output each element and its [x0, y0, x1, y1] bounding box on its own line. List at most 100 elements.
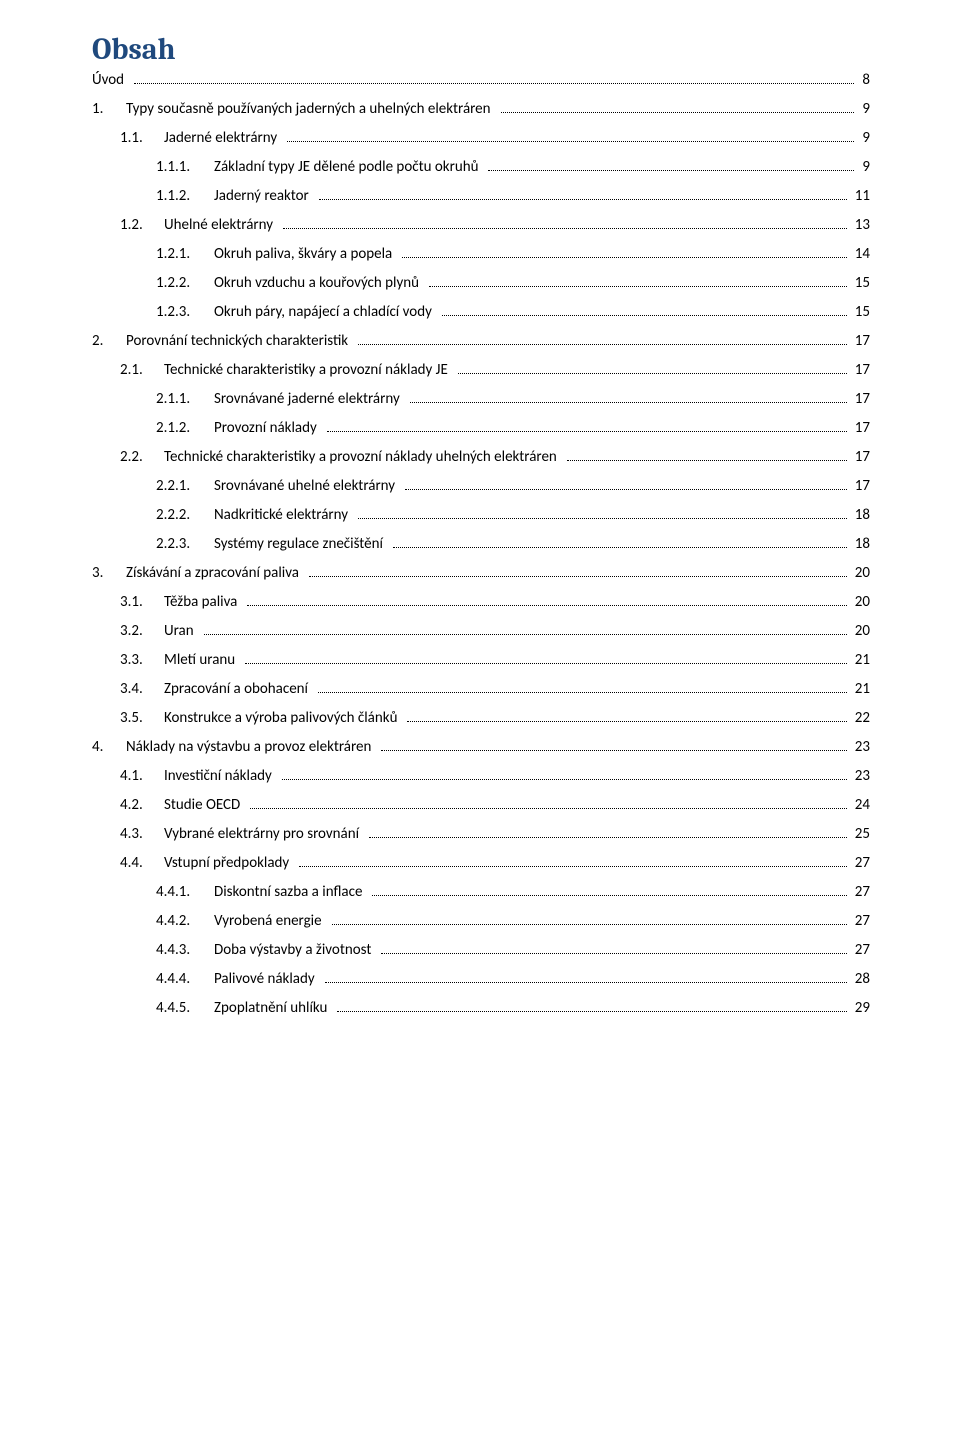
toc-entry[interactable]: 2.1.2.Provozní náklady17 [92, 421, 870, 436]
toc-entry-label: 4.4.5.Zpoplatnění uhlíku [156, 1001, 333, 1016]
toc-entry[interactable]: 1.2.Uhelné elektrárny13 [92, 218, 870, 233]
toc-entry-label: Úvod [92, 73, 130, 88]
toc-leader-dots [337, 1011, 846, 1012]
toc-entry-text: Okruh páry, napájecí a chladící vody [214, 303, 432, 321]
document-page: Obsah Úvod 8 1.Typy současně používaných j… [0, 0, 960, 1442]
toc-entry-label: 2.Porovnání technických charakteristik [92, 334, 354, 349]
toc-entry-page: 14 [851, 247, 870, 262]
toc-entry[interactable]: 2.2.2.Nadkritické elektrárny 18 [92, 508, 870, 523]
toc-entry-number: 1.1.1. [156, 160, 214, 175]
toc-entry-label: 1.2.1.Okruh paliva, škváry a popela [156, 247, 398, 262]
toc-leader-dots [283, 228, 847, 229]
toc-entry-number: 3.2. [120, 624, 164, 639]
toc-entry-number: 3. [92, 566, 126, 581]
toc-entry-text: Jaderné elektrárny [164, 129, 277, 147]
toc-entry-label: 3.5.Konstrukce a výroba palivových článk… [120, 711, 403, 726]
toc-entry-label: 3.Získávání a zpracování paliva [92, 566, 305, 581]
toc-entry-label: 2.2.2.Nadkritické elektrárny [156, 508, 354, 523]
toc-entry-text: Uran [164, 622, 194, 640]
toc-entry[interactable]: 4.4.2.Vyrobená energie27 [92, 914, 870, 929]
toc-entry-page: 17 [851, 334, 870, 349]
toc-entry[interactable]: 1.Typy současně používaných jaderných a … [92, 102, 870, 117]
toc-entry[interactable]: 4.1.Investiční náklady23 [92, 769, 870, 784]
toc-entry-text: Studie OECD [164, 796, 240, 814]
toc-entry-text: Doba výstavby a životnost [214, 941, 371, 959]
toc-leader-dots [287, 141, 854, 142]
toc-entry[interactable]: 3.Získávání a zpracování paliva20 [92, 566, 870, 581]
toc-entry-page: 24 [851, 798, 870, 813]
toc-entry-number: 2.1. [120, 363, 164, 378]
toc-entry-label: 1.1.1.Základní typy JE dělené podle počt… [156, 160, 484, 175]
toc-entry-text: Zpracování a obohacení [164, 680, 308, 698]
toc-entry[interactable]: 1.1.1.Základní typy JE dělené podle počt… [92, 160, 870, 175]
toc-entry-label: 1.Typy současně používaných jaderných a … [92, 102, 497, 117]
toc-entry[interactable]: 1.1.Jaderné elektrárny9 [92, 131, 870, 146]
toc-entry[interactable]: 2.2.Technické charakteristiky a provozní… [92, 450, 870, 465]
toc-entry[interactable]: 3.4.Zpracování a obohacení21 [92, 682, 870, 697]
toc-heading: Obsah [92, 32, 870, 67]
toc-entry-page: 9 [858, 131, 870, 146]
toc-entry[interactable]: 2.1.1.Srovnávané jaderné elektrárny 17 [92, 392, 870, 407]
toc-leader-dots [402, 257, 847, 258]
toc-entry-page: 15 [851, 276, 870, 291]
toc-leader-dots [407, 721, 846, 722]
toc-entry[interactable]: 1.2.2.Okruh vzduchu a kouřových plynů 15 [92, 276, 870, 291]
toc-entry[interactable]: 4.4.4.Palivové náklady28 [92, 972, 870, 987]
toc-entry-label: 4.1.Investiční náklady [120, 769, 278, 784]
toc-entry-page: 8 [858, 73, 870, 88]
toc-entry[interactable]: 3.3.Mletí uranu21 [92, 653, 870, 668]
toc-entry-page: 17 [851, 392, 870, 407]
toc-entry-text: Mletí uranu [164, 651, 235, 669]
toc-entry-text: Srovnávané jaderné elektrárny [214, 390, 400, 408]
toc-entry-page: 18 [851, 537, 870, 552]
toc-entry[interactable]: 2.Porovnání technických charakteristik 17 [92, 334, 870, 349]
toc-entry-text: Okruh paliva, škváry a popela [214, 245, 392, 263]
toc-entry[interactable]: 4.3.Vybrané elektrárny pro srovnání25 [92, 827, 870, 842]
toc-entry-number: 4.1. [120, 769, 164, 784]
toc-entry-label: 4.4.Vstupní předpoklady [120, 856, 295, 871]
toc-entry-page: 15 [851, 305, 870, 320]
toc-entry-page: 29 [851, 1001, 870, 1016]
toc-entry-number: 1.2.3. [156, 305, 214, 320]
toc-entry-number: 2. [92, 334, 126, 349]
toc-entry-label: 2.2.1.Srovnávané uhelné elektrárny [156, 479, 401, 494]
toc-entry-page: 27 [851, 914, 870, 929]
toc-entry[interactable]: 4.4.1.Diskontní sazba a inflace27 [92, 885, 870, 900]
toc-entry[interactable]: 3.5.Konstrukce a výroba palivových článk… [92, 711, 870, 726]
toc-leader-dots [325, 982, 847, 983]
toc-entry-text: Porovnání technických charakteristik [126, 332, 348, 350]
toc-entry[interactable]: 1.2.3.Okruh páry, napájecí a chladící vo… [92, 305, 870, 320]
toc-entry-label: 4.4.3.Doba výstavby a životnost [156, 943, 377, 958]
toc-entry-text: Těžba paliva [164, 593, 237, 611]
toc-entry-label: 1.2.2.Okruh vzduchu a kouřových plynů [156, 276, 425, 291]
toc-entry-number: 2.2.1. [156, 479, 214, 494]
toc-leader-dots [381, 953, 846, 954]
toc-entry-page: 18 [851, 508, 870, 523]
toc-entry-text: Systémy regulace znečištění [214, 535, 383, 553]
toc-entry[interactable]: Úvod 8 [92, 73, 870, 88]
toc-entry-page: 20 [851, 624, 870, 639]
toc-entry[interactable]: 4.Náklady na výstavbu a provoz elektráre… [92, 740, 870, 755]
toc-entry-label: 3.3.Mletí uranu [120, 653, 241, 668]
toc-entry[interactable]: 3.2.Uran 20 [92, 624, 870, 639]
toc-entry[interactable]: 4.4.Vstupní předpoklady27 [92, 856, 870, 871]
toc-entry[interactable]: 3.1.Těžba paliva20 [92, 595, 870, 610]
toc-leader-dots [327, 431, 847, 432]
toc-entry-label: 4.Náklady na výstavbu a provoz elektráre… [92, 740, 377, 755]
toc-entry[interactable]: 2.2.1.Srovnávané uhelné elektrárny17 [92, 479, 870, 494]
toc-leader-dots [501, 112, 855, 113]
toc-entry[interactable]: 2.1.Technické charakteristiky a provozní… [92, 363, 870, 378]
toc-leader-dots [442, 315, 847, 316]
toc-entry[interactable]: 1.1.2.Jaderný reaktor11 [92, 189, 870, 204]
toc-entry[interactable]: 2.2.3.Systémy regulace znečištění18 [92, 537, 870, 552]
toc-leader-dots [309, 576, 847, 577]
toc-entry[interactable]: 4.4.3.Doba výstavby a životnost27 [92, 943, 870, 958]
toc-entry[interactable]: 4.2.Studie OECD24 [92, 798, 870, 813]
toc-entry[interactable]: 4.4.5.Zpoplatnění uhlíku 29 [92, 1001, 870, 1016]
toc-leader-dots [250, 808, 846, 809]
toc-entry-text: Nadkritické elektrárny [214, 506, 348, 524]
toc-entry-label: 2.1.1.Srovnávané jaderné elektrárny [156, 392, 406, 407]
toc-entry-page: 27 [851, 885, 870, 900]
toc-entry[interactable]: 1.2.1.Okruh paliva, škváry a popela 14 [92, 247, 870, 262]
toc-entry-label: 3.1.Těžba paliva [120, 595, 243, 610]
